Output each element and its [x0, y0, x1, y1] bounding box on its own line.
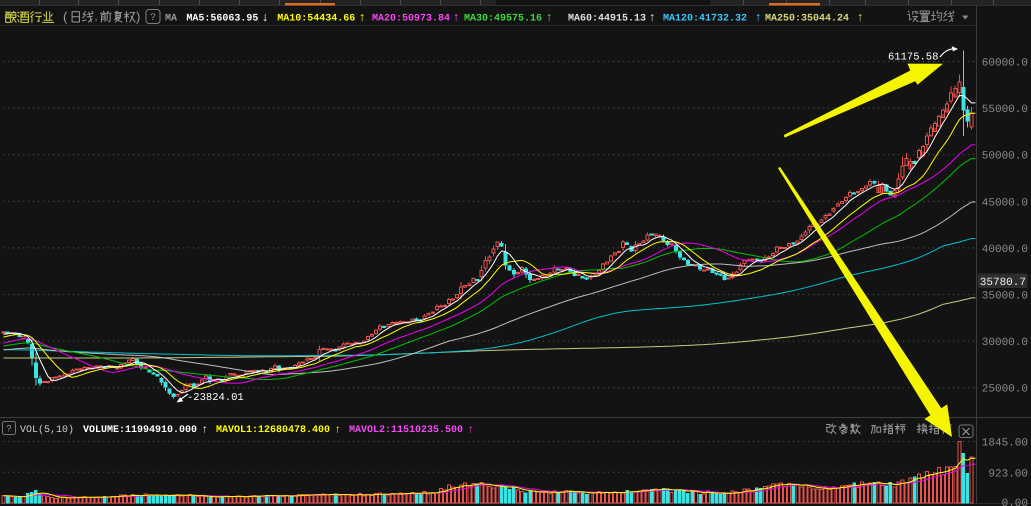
svg-text:MA20:50973.84: MA20:50973.84 [372, 14, 450, 25]
svg-text:↑: ↑ [857, 10, 863, 24]
svg-text:VOLUME:11994910.000: VOLUME:11994910.000 [83, 425, 197, 436]
svg-text:61175.58: 61175.58 [888, 52, 938, 64]
svg-text:↑: ↑ [202, 424, 208, 436]
svg-text:↑: ↑ [546, 10, 552, 24]
svg-text:MA10:54434.66: MA10:54434.66 [277, 14, 355, 25]
svg-text:50000.0: 50000.0 [982, 151, 1028, 163]
svg-text:?: ? [150, 13, 156, 24]
svg-text:↑: ↑ [468, 424, 474, 436]
svg-text:1845.00: 1845.00 [982, 438, 1028, 450]
svg-text:0.00: 0.00 [1002, 498, 1028, 506]
svg-text:MAVOL2:11510235.500: MAVOL2:11510235.500 [349, 425, 463, 436]
svg-text:35780.7: 35780.7 [980, 277, 1026, 289]
svg-text:30000.0: 30000.0 [982, 337, 1028, 349]
svg-text:40000.0: 40000.0 [982, 244, 1028, 256]
svg-text:): ) [136, 9, 140, 24]
svg-text:↑: ↑ [453, 10, 459, 24]
svg-text:55000.0: 55000.0 [982, 104, 1028, 116]
svg-text:↑: ↑ [649, 10, 655, 24]
svg-text:45000.0: 45000.0 [982, 197, 1028, 209]
svg-text:923.00: 923.00 [988, 468, 1028, 480]
svg-text:↑: ↑ [755, 10, 761, 24]
svg-text:-23824.01: -23824.01 [187, 392, 244, 404]
svg-text:↓: ↓ [262, 10, 268, 24]
svg-text:60000.0: 60000.0 [982, 58, 1028, 70]
svg-text:MAVOL1:12680478.400: MAVOL1:12680478.400 [216, 425, 330, 436]
svg-text:MA120:41732.32: MA120:41732.32 [663, 14, 747, 25]
svg-text:35000.0: 35000.0 [982, 291, 1028, 303]
svg-text:MA: MA [165, 14, 177, 25]
svg-text:MA250:35044.24: MA250:35044.24 [765, 14, 849, 25]
svg-text:MA60:44915.13: MA60:44915.13 [568, 14, 646, 25]
svg-text:?: ? [6, 424, 12, 435]
svg-text:MA30:49575.16: MA30:49575.16 [464, 14, 542, 25]
svg-text:,: , [95, 11, 98, 23]
svg-text:MA5:56063.95: MA5:56063.95 [186, 14, 258, 25]
svg-text:25000.0: 25000.0 [982, 384, 1028, 396]
svg-text:(: ( [63, 9, 68, 24]
svg-text:↑: ↑ [335, 424, 341, 436]
svg-text:VOL(5,10): VOL(5,10) [20, 424, 74, 436]
svg-text:↑: ↑ [359, 10, 365, 24]
